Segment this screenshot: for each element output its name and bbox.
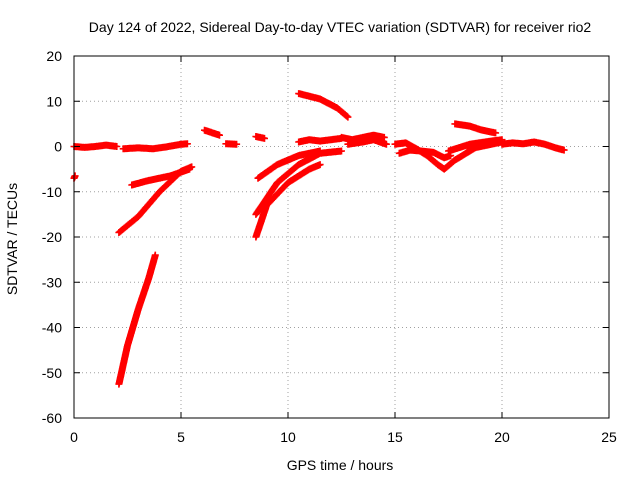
x-tick-label: 20	[494, 429, 510, 445]
series-markers	[115, 251, 159, 388]
series-markers	[338, 131, 388, 144]
data-points	[70, 90, 568, 388]
data-series-8	[252, 133, 268, 142]
y-axis-label: SDTVAR / TECUs	[4, 183, 20, 295]
x-tick-label: 15	[387, 429, 403, 445]
y-tick-label: -60	[42, 410, 62, 426]
series-markers	[395, 146, 455, 162]
data-series-3	[115, 251, 159, 388]
series-markers	[466, 138, 506, 153]
data-series-17	[395, 146, 455, 162]
data-series-11	[254, 147, 324, 182]
data-series-13	[295, 134, 345, 146]
series-markers	[128, 165, 194, 189]
series-markers	[295, 134, 345, 146]
data-series-7	[222, 140, 241, 148]
data-series-9	[252, 161, 324, 241]
x-axis-label: GPS time / hours	[287, 457, 394, 473]
y-tick-label: -40	[42, 320, 62, 336]
data-series-18	[451, 120, 500, 137]
series-markers	[252, 133, 268, 142]
data-series-20	[466, 138, 506, 153]
x-tick-label: 25	[601, 429, 617, 445]
series-markers	[295, 90, 352, 121]
y-tick-label: -10	[42, 184, 62, 200]
y-tick-label: -30	[42, 274, 62, 290]
y-tick-label: -50	[42, 365, 62, 381]
axis-ticks: 0 5 10 15 20 25 -60 -50 -40 -30 -20 -10 0 10 20	[42, 48, 617, 445]
y-tick-label: 20	[46, 48, 62, 64]
data-series-6	[201, 126, 223, 139]
chart-title: Day 124 of 2022, Sidereal Day-to-day VTE…	[89, 19, 592, 35]
y-tick-label: 10	[46, 93, 62, 109]
series-markers	[252, 161, 324, 241]
y-tick-label: 0	[54, 139, 62, 155]
y-tick-label: -20	[42, 229, 62, 245]
data-series-12	[295, 90, 352, 121]
series-markers	[254, 147, 324, 182]
series-markers	[451, 120, 500, 137]
data-series-5	[128, 165, 194, 189]
x-tick-label: 10	[280, 429, 296, 445]
x-tick-label: 0	[70, 429, 78, 445]
series-markers	[201, 126, 223, 139]
series-markers	[119, 140, 191, 153]
data-series-15	[344, 136, 390, 148]
plot-frame	[73, 55, 610, 419]
series-markers	[70, 172, 79, 182]
series-markers	[344, 136, 390, 148]
series-markers	[498, 138, 568, 154]
data-series-2	[119, 140, 191, 153]
data-series-14	[338, 131, 388, 144]
data-series-0	[70, 172, 79, 182]
grid-lines	[74, 56, 609, 418]
data-series-21	[498, 138, 568, 154]
series-markers	[222, 140, 241, 148]
x-tick-label: 5	[177, 429, 185, 445]
